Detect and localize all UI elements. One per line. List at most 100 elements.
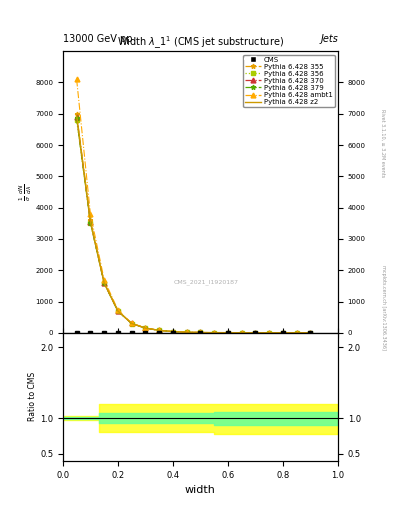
Pythia 6.428 ambt1 — [198, 329, 203, 335]
Pythia 6.428 379 — [143, 325, 148, 331]
Pythia 6.428 356 — [294, 330, 299, 336]
CMS — [253, 330, 258, 336]
Pythia 6.428 ambt1 — [171, 328, 175, 334]
Pythia 6.428 z2 — [102, 280, 107, 286]
Pythia 6.428 379 — [102, 280, 107, 286]
Pythia 6.428 z2 — [212, 330, 217, 336]
Text: CMS_2021_I1920187: CMS_2021_I1920187 — [173, 279, 239, 285]
Pythia 6.428 355 — [102, 280, 107, 286]
Pythia 6.428 ambt1 — [88, 211, 93, 217]
Legend: CMS, Pythia 6.428 355, Pythia 6.428 356, Pythia 6.428 370, Pythia 6.428 379, Pyt: CMS, Pythia 6.428 355, Pythia 6.428 356,… — [243, 55, 334, 107]
Line: CMS: CMS — [74, 330, 313, 335]
Pythia 6.428 z2 — [294, 330, 299, 336]
Pythia 6.428 355 — [294, 330, 299, 336]
Y-axis label: $\frac{1}{\sigma}$ $\frac{dN}{d\lambda}$: $\frac{1}{\sigma}$ $\frac{dN}{d\lambda}$ — [17, 183, 34, 201]
Line: Pythia 6.428 355: Pythia 6.428 355 — [74, 111, 313, 335]
Pythia 6.428 379 — [212, 330, 217, 336]
Pythia 6.428 z2 — [157, 327, 162, 333]
Pythia 6.428 356 — [116, 308, 120, 314]
Pythia 6.428 355 — [226, 330, 230, 336]
Pythia 6.428 370 — [226, 330, 230, 336]
CMS — [102, 330, 107, 336]
Pythia 6.428 ambt1 — [102, 276, 107, 283]
Pythia 6.428 355 — [212, 330, 217, 336]
Pythia 6.428 356 — [143, 325, 148, 331]
Text: mcplots.cern.ch [arXiv:1306.3436]: mcplots.cern.ch [arXiv:1306.3436] — [381, 265, 386, 350]
Pythia 6.428 355 — [267, 330, 272, 336]
Text: Jets: Jets — [320, 33, 338, 44]
CMS — [116, 330, 120, 336]
Pythia 6.428 z2 — [129, 321, 134, 327]
Pythia 6.428 370 — [157, 327, 162, 333]
Pythia 6.428 379 — [157, 327, 162, 333]
X-axis label: width: width — [185, 485, 216, 495]
Pythia 6.428 379 — [281, 330, 285, 336]
Pythia 6.428 370 — [267, 330, 272, 336]
Pythia 6.428 ambt1 — [184, 329, 189, 335]
Pythia 6.428 370 — [294, 330, 299, 336]
Pythia 6.428 356 — [267, 330, 272, 336]
Pythia 6.428 ambt1 — [267, 330, 272, 336]
Pythia 6.428 379 — [171, 329, 175, 335]
Pythia 6.428 370 — [116, 308, 120, 314]
Pythia 6.428 z2 — [253, 330, 258, 336]
Pythia 6.428 356 — [157, 327, 162, 333]
Pythia 6.428 ambt1 — [226, 330, 230, 336]
Pythia 6.428 355 — [129, 321, 134, 327]
CMS — [157, 330, 162, 336]
Line: Pythia 6.428 379: Pythia 6.428 379 — [74, 116, 313, 335]
Line: Pythia 6.428 370: Pythia 6.428 370 — [74, 115, 313, 335]
Text: 13000 GeV pp: 13000 GeV pp — [63, 33, 132, 44]
Y-axis label: Ratio to CMS: Ratio to CMS — [28, 372, 37, 421]
Pythia 6.428 356 — [74, 117, 79, 123]
Pythia 6.428 356 — [88, 220, 93, 226]
Pythia 6.428 370 — [102, 280, 107, 286]
CMS — [129, 330, 134, 336]
Pythia 6.428 z2 — [74, 112, 79, 118]
Pythia 6.428 356 — [281, 330, 285, 336]
Pythia 6.428 z2 — [198, 329, 203, 335]
CMS — [88, 330, 93, 336]
Pythia 6.428 355 — [198, 329, 203, 335]
Pythia 6.428 379 — [129, 321, 134, 327]
Pythia 6.428 370 — [184, 329, 189, 335]
Pythia 6.428 ambt1 — [74, 76, 79, 82]
Pythia 6.428 z2 — [88, 218, 93, 224]
Pythia 6.428 355 — [253, 330, 258, 336]
Pythia 6.428 379 — [116, 308, 120, 314]
Pythia 6.428 ambt1 — [308, 330, 313, 336]
Pythia 6.428 355 — [157, 327, 162, 333]
Pythia 6.428 356 — [226, 330, 230, 336]
Pythia 6.428 356 — [102, 280, 107, 286]
Title: Width $\lambda\_1^1$ (CMS jet substructure): Width $\lambda\_1^1$ (CMS jet substructu… — [117, 35, 284, 51]
Pythia 6.428 379 — [88, 220, 93, 226]
Pythia 6.428 356 — [129, 321, 134, 327]
Pythia 6.428 z2 — [308, 330, 313, 336]
Pythia 6.428 370 — [239, 330, 244, 336]
CMS — [308, 330, 313, 336]
Pythia 6.428 370 — [74, 114, 79, 120]
Pythia 6.428 355 — [239, 330, 244, 336]
Pythia 6.428 370 — [171, 329, 175, 335]
Pythia 6.428 356 — [198, 329, 203, 335]
Pythia 6.428 379 — [267, 330, 272, 336]
CMS — [171, 330, 175, 336]
Pythia 6.428 379 — [226, 330, 230, 336]
Pythia 6.428 370 — [253, 330, 258, 336]
CMS — [226, 330, 230, 336]
Pythia 6.428 355 — [116, 308, 120, 314]
Pythia 6.428 370 — [281, 330, 285, 336]
Pythia 6.428 379 — [239, 330, 244, 336]
Pythia 6.428 ambt1 — [116, 307, 120, 313]
Pythia 6.428 356 — [253, 330, 258, 336]
Pythia 6.428 z2 — [171, 329, 175, 335]
CMS — [74, 330, 79, 336]
Pythia 6.428 379 — [74, 115, 79, 121]
Pythia 6.428 355 — [143, 325, 148, 331]
Pythia 6.428 z2 — [226, 330, 230, 336]
Pythia 6.428 379 — [198, 329, 203, 335]
Pythia 6.428 356 — [184, 329, 189, 335]
Pythia 6.428 356 — [239, 330, 244, 336]
Line: Pythia 6.428 356: Pythia 6.428 356 — [74, 118, 313, 335]
Pythia 6.428 379 — [294, 330, 299, 336]
